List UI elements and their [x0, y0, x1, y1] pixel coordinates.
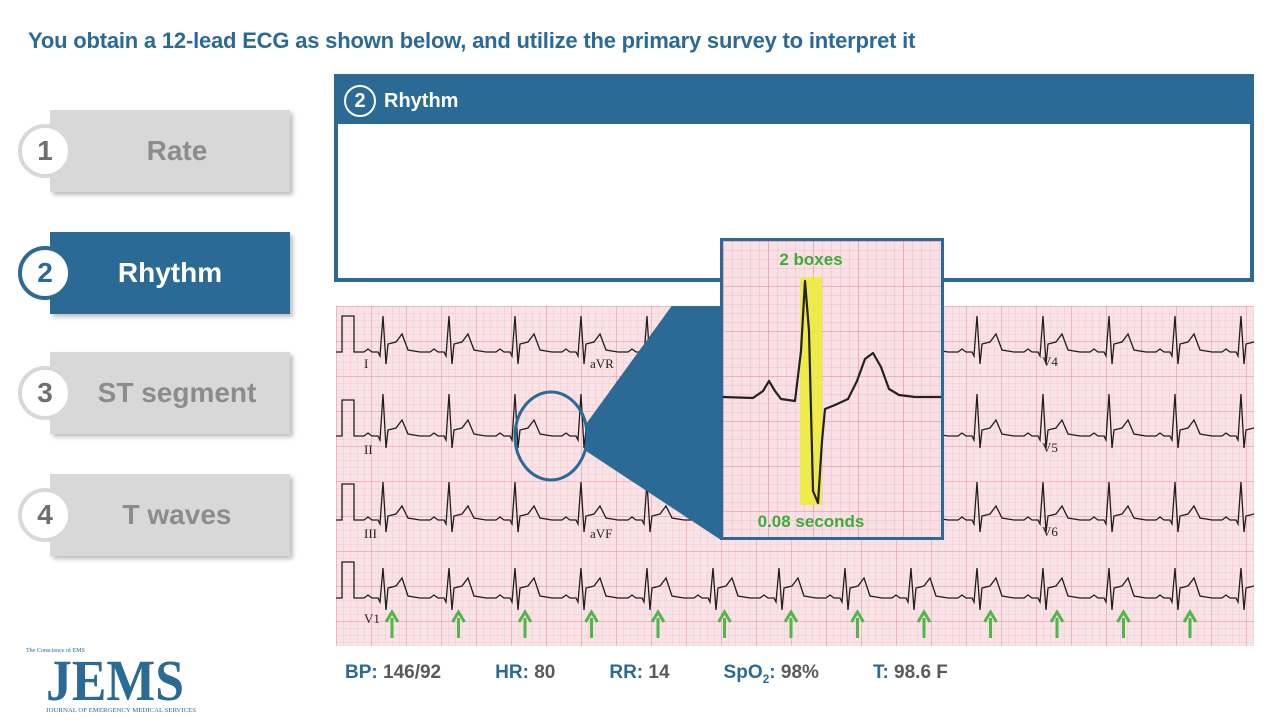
step-number: 1	[18, 124, 72, 178]
vital-spo2-colon: :	[769, 662, 776, 683]
zoom-callout-wedge	[586, 306, 721, 540]
vital-signs: BP: 146/92 HR: 80 RR: 14 SpO2: 98% T: 98…	[345, 662, 1002, 686]
vital-hr-value: 80	[534, 662, 556, 683]
logo-tagline: The Conscience of EMS	[26, 647, 85, 654]
lead-label-v1: V1	[364, 611, 380, 626]
step-label: Rate	[146, 135, 208, 166]
r-wave-marker-arrow	[451, 609, 466, 638]
vital-bp: BP: 146/92	[345, 662, 441, 686]
vital-spo2-value: 98%	[780, 662, 819, 683]
zoomed-qrs-inset: 2 boxes 0.08 seconds	[720, 238, 944, 540]
logo-subtitle: JOURNAL OF EMERGENCY MEDICAL SERVICES	[46, 707, 196, 714]
vital-temp-value: 98.6 F	[894, 662, 948, 683]
logo-main: JEMS	[46, 648, 184, 713]
step-number: 3	[18, 366, 72, 420]
r-wave-marker-arrow	[517, 609, 533, 638]
page-title: You obtain a 12-lead ECG as shown below,…	[28, 28, 916, 53]
vital-rr-value: 14	[648, 662, 670, 683]
step-t-waves[interactable]: T waves 4	[18, 474, 296, 558]
qrs-boxes-label: 2 boxes	[779, 250, 842, 269]
vital-bp-label: BP:	[345, 662, 378, 683]
ecg-trace-row	[336, 561, 1254, 611]
r-wave-marker-arrow	[916, 609, 932, 638]
lead-label-i: I	[364, 356, 368, 371]
lead-label-ii: II	[364, 442, 373, 457]
zoomed-qrs-graph: 2 boxes 0.08 seconds	[723, 241, 941, 537]
step-label: T waves	[122, 499, 232, 530]
step-st-segment[interactable]: ST segment 3	[18, 352, 296, 436]
zoomed-qrs-trace	[723, 279, 941, 505]
step-label: ST segment	[97, 377, 257, 408]
jems-logo: The Conscience of EMS JEMS JOURNAL OF EM…	[24, 638, 204, 718]
lead-label-iii: III	[364, 526, 377, 541]
panel-number: 2	[344, 85, 376, 117]
r-wave-marker-arrow	[584, 609, 599, 638]
step-rate-bar[interactable]: Rate	[50, 110, 290, 192]
vital-hr: HR: 80	[495, 662, 555, 686]
r-wave-marker-arrow	[783, 609, 799, 638]
panel-title: Rhythm	[384, 89, 459, 112]
lead-label-v4: V4	[1042, 354, 1058, 369]
jems-logo-mark: The Conscience of EMS JEMS JOURNAL OF EM…	[26, 647, 196, 714]
step-t-waves-bar[interactable]: T waves	[50, 474, 290, 556]
lead-label-avf: aVF	[590, 526, 612, 541]
step-rate[interactable]: Rate 1	[18, 110, 296, 194]
step-number: 4	[18, 488, 72, 542]
r-wave-marker-arrow	[384, 609, 400, 638]
step-rhythm-bar[interactable]: Rhythm	[50, 232, 290, 314]
r-wave-marker-arrow	[650, 609, 666, 638]
vital-temp: T: 98.6 F	[873, 662, 948, 686]
lead-label-avr: aVR	[590, 356, 614, 371]
vital-hr-label: HR:	[495, 662, 529, 683]
step-st-segment-bar[interactable]: ST segment	[50, 352, 290, 434]
r-wave-marker-arrow	[850, 609, 865, 638]
lead-label-v6: V6	[1042, 524, 1058, 539]
step-label: Rhythm	[117, 257, 223, 288]
vital-bp-value: 146/92	[383, 662, 442, 683]
vital-spo2-label: SpO	[723, 662, 763, 683]
vital-rr-label: RR:	[609, 662, 644, 683]
panel-header: 2 Rhythm	[338, 78, 1250, 124]
lead-label-v5: V5	[1042, 440, 1058, 455]
vital-spo2-sub: 2	[762, 671, 770, 686]
r-wave-marker-arrow	[717, 609, 732, 638]
qrs-duration-label: 0.08 seconds	[758, 512, 865, 531]
vital-rr: RR: 14	[609, 662, 669, 686]
vital-spo2: SpO2: 98%	[724, 662, 819, 686]
zoom-target-circle	[513, 390, 589, 482]
vital-temp-label: T:	[872, 662, 889, 683]
r-wave-marker-arrow	[1116, 609, 1131, 638]
r-wave-marker-arrow	[1049, 609, 1065, 638]
r-wave-marker-arrow	[1182, 609, 1198, 638]
r-wave-marker-arrow	[983, 609, 998, 638]
step-number: 2	[18, 246, 72, 300]
step-rhythm[interactable]: Rhythm 2	[18, 232, 296, 316]
